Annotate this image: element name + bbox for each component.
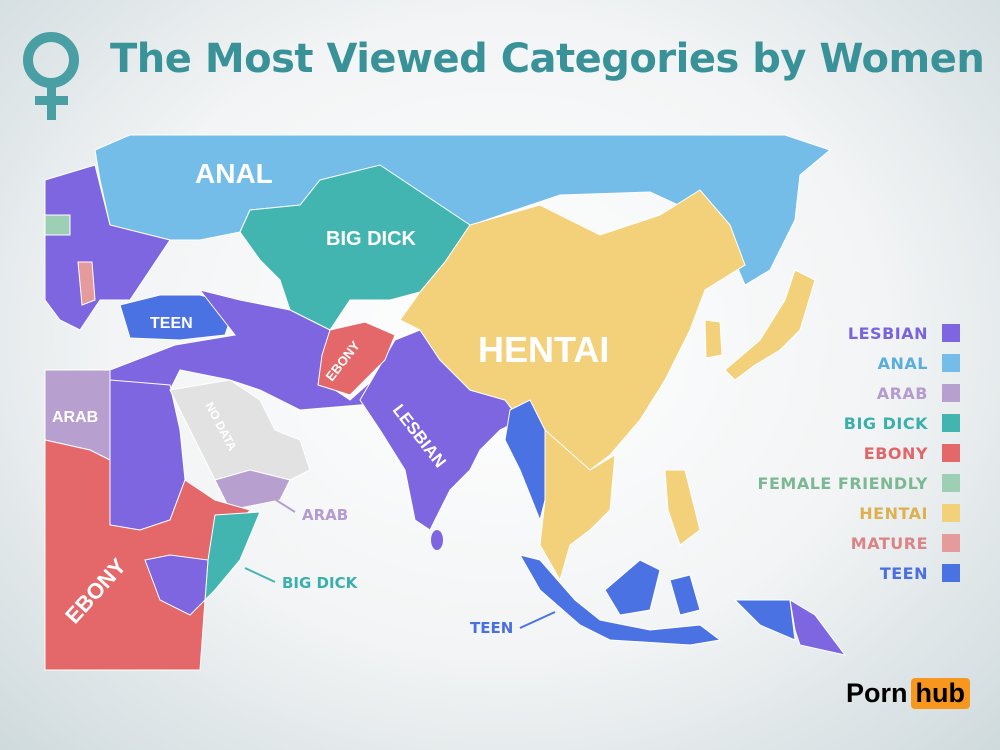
region-africa-ebony [44,439,251,671]
label-arab-yemen: ARAB [302,506,348,524]
region-somalia-big-dick [204,511,261,602]
callout-line-arab [267,494,296,513]
legend-item: ANAL [758,348,960,378]
region-indonesia-teen [518,554,722,646]
label-big-dick: BIG DICK [326,228,417,250]
label-arab-libya: ARAB [52,409,98,426]
region-korea-hentai [704,319,723,359]
legend-swatch [942,564,960,582]
legend-swatch [942,414,960,432]
legend-swatch [942,354,960,372]
legend-label: EBONY [863,443,928,463]
region-saudi-no-data [169,379,311,481]
legend-label: TEEN [879,563,928,583]
label-hentai: HENTAI [478,329,609,370]
label-teen-turkey: TEEN [150,315,193,332]
callout-line-teen [519,611,556,629]
logo-text: Porn [846,678,908,708]
region-indochina-hentai [539,428,616,582]
region-china-hentai [399,189,746,471]
region-kenya-lesbian [144,554,209,616]
region-mature [77,261,96,306]
legend-swatch [942,474,960,492]
region-papua-teen [733,599,796,641]
logo-text-highlight: hub [910,678,970,709]
legend-label: ANAL [877,353,928,373]
legend-label: HENTAI [859,503,928,523]
legend-label: BIG DICK [843,413,928,433]
legend-item: MATURE [758,528,960,558]
legend-swatch [942,324,960,342]
legend-item: ARAB [758,378,960,408]
legend-label: MATURE [850,533,928,553]
legend-label: ARAB [876,383,928,403]
region-egypt-sudan-lesbian [109,379,186,531]
legend-swatch [942,384,960,402]
region-japan-hentai [724,269,816,381]
legend-item: LESBIAN [758,318,960,348]
legend-swatch [942,504,960,522]
region-srilanka-lesbian [431,530,443,550]
legend-swatch [942,444,960,462]
venus-female-symbol-icon [23,32,79,120]
legend-item: BIG DICK [758,408,960,438]
region-afghanistan-ebony [317,321,396,396]
region-philippines-hentai [664,469,701,546]
label-big-dick-somalia: BIG DICK [282,574,359,592]
label-teen-indonesia: TEEN [470,619,513,637]
region-sulawesi-teen [669,574,701,616]
legend-item: FEMALE FRIENDLY [758,468,960,498]
region-myanmar-teen [504,399,546,522]
region-borneo-teen [604,559,661,616]
legend: LESBIAN ANAL ARAB BIG DICK EBONY FEMALE … [758,318,960,588]
legend-label: LESBIAN [847,323,928,343]
legend-item: EBONY [758,438,960,468]
region-png-lesbian [789,599,847,656]
brand-logo: Porn hub [846,678,970,709]
page-title: The Most Viewed Categories by Women [110,36,985,82]
region-female-friendly [44,214,71,236]
region-europe-lesbian [44,164,171,331]
callout-line-big-dick [244,567,276,583]
legend-item: HENTAI [758,498,960,528]
legend-item: TEEN [758,558,960,588]
legend-swatch [942,534,960,552]
label-anal: ANAL [195,158,273,189]
legend-label: FEMALE FRIENDLY [757,473,928,493]
